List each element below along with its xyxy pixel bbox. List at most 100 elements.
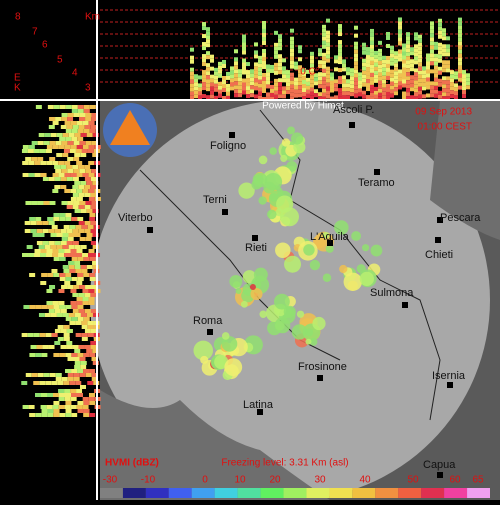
profile-cell <box>56 153 63 157</box>
level-label: 7 <box>32 27 38 38</box>
profile-cell <box>394 71 398 76</box>
profile-cell <box>258 95 262 100</box>
profile-cell <box>290 56 294 61</box>
profile-cell <box>394 63 398 68</box>
profile-cell <box>55 169 62 173</box>
profile-cell <box>70 197 77 201</box>
profile-cell <box>214 79 218 84</box>
profile-cell <box>410 95 414 100</box>
profile-cell <box>76 301 83 305</box>
profile-cell <box>426 73 430 78</box>
profile-cell <box>286 78 290 83</box>
profile-cell <box>230 74 234 79</box>
profile-cell <box>402 71 406 76</box>
profile-cell <box>430 81 434 86</box>
profile-cell <box>326 86 330 91</box>
profile-cell <box>346 71 350 76</box>
profile-cell <box>230 70 234 75</box>
profile-cell <box>446 76 450 81</box>
profile-cell <box>434 53 438 58</box>
profile-cell <box>86 133 93 137</box>
profile-cell <box>322 72 326 77</box>
profile-cell <box>366 47 370 52</box>
profile-cell <box>338 80 342 85</box>
profile-cell <box>362 74 366 79</box>
profile-cell <box>67 377 74 381</box>
profile-cell <box>28 405 35 409</box>
profile-cell <box>418 66 422 71</box>
profile-cell <box>246 62 250 67</box>
profile-cell <box>65 277 72 281</box>
profile-cell <box>87 149 94 153</box>
profile-cell <box>76 249 83 253</box>
profile-cell <box>410 63 414 68</box>
profile-cell <box>462 86 466 91</box>
profile-cell <box>426 69 430 74</box>
profile-cell <box>91 201 98 205</box>
profile-cell <box>70 145 77 149</box>
profile-cell <box>65 413 72 417</box>
profile-cell <box>366 67 370 72</box>
profile-cell <box>326 46 330 51</box>
profile-cell <box>43 201 50 205</box>
profile-cell <box>202 74 206 79</box>
profile-cell <box>418 50 422 55</box>
profile-cell <box>274 62 278 67</box>
profile-cell <box>82 405 89 409</box>
city-marker <box>229 132 235 138</box>
profile-cell <box>64 249 71 253</box>
profile-cell <box>198 87 202 92</box>
profile-cell <box>66 229 73 233</box>
profile-cell <box>426 85 430 90</box>
profile-cell <box>58 145 65 149</box>
profile-cell <box>28 253 35 257</box>
profile-cell <box>398 77 402 82</box>
profile-cell <box>322 32 326 37</box>
profile-cell <box>382 59 386 64</box>
profile-cell <box>210 86 214 91</box>
profile-cell <box>254 82 258 87</box>
profile-cell <box>438 26 442 31</box>
profile-cell <box>44 245 51 249</box>
profile-cell <box>398 29 402 34</box>
echo <box>281 138 291 147</box>
profile-cell <box>78 193 85 197</box>
profile-cell <box>370 36 374 41</box>
profile-cell <box>35 105 42 109</box>
echo <box>287 126 295 135</box>
profile-cell <box>298 49 302 54</box>
profile-cell <box>358 92 362 97</box>
profile-cell <box>266 64 270 69</box>
profile-cell <box>322 40 326 45</box>
profile-cell <box>218 65 222 70</box>
profile-cell <box>454 75 458 80</box>
profile-cell <box>42 177 49 181</box>
echo <box>269 147 278 155</box>
profile-cell <box>90 329 97 333</box>
profile-cell <box>33 149 40 153</box>
profile-cell <box>206 95 210 100</box>
profile-cell <box>79 141 86 145</box>
profile-cell <box>378 60 382 65</box>
profile-cell <box>84 221 91 225</box>
profile-cell <box>76 145 83 149</box>
profile-cell <box>394 91 398 96</box>
profile-cell <box>64 121 71 125</box>
profile-cell <box>26 245 33 249</box>
profile-cell <box>370 32 374 37</box>
profile-cell <box>418 86 422 91</box>
profile-cell <box>35 217 42 221</box>
profile-cell <box>82 189 89 193</box>
profile-cell <box>294 77 298 82</box>
profile-cell <box>386 31 390 36</box>
profile-cell <box>434 77 438 82</box>
profile-cell <box>390 93 394 98</box>
profile-cell <box>202 94 206 99</box>
profile-cell <box>378 76 382 81</box>
profile-cell <box>59 305 66 309</box>
profile-cell <box>418 82 422 87</box>
profile-cell <box>382 55 386 60</box>
profile-cell <box>234 89 238 94</box>
profile-cell <box>390 69 394 74</box>
profile-cell <box>222 75 226 80</box>
